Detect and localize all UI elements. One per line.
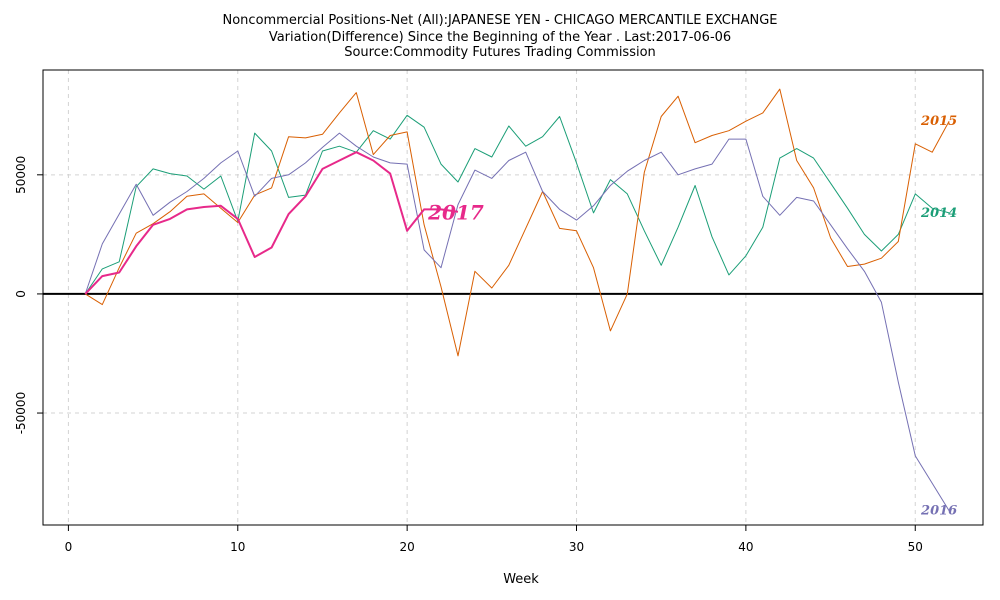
series-label-2016: 2016 (920, 504, 957, 519)
plot-frame (42, 69, 984, 526)
y-tick-label-0: -50000 (14, 392, 28, 435)
series-line-2017 (84, 151, 459, 295)
x-tick-label-3: 30 (569, 540, 584, 554)
x-tick-label-0: 0 (65, 540, 73, 554)
x-tick-label-1: 10 (230, 540, 245, 554)
x-tick-label-2: 20 (400, 540, 415, 554)
series-label-2014: 2014 (920, 206, 957, 221)
series-line-2015 (85, 88, 950, 357)
x-axis-title: Week (503, 572, 539, 587)
x-tick-label-4: 40 (738, 540, 753, 554)
chart-subtitle: Variation(Difference) Since the Beginnin… (268, 30, 732, 45)
y-tick-label-2: 50000 (14, 156, 28, 194)
series-line-2016 (84, 132, 950, 511)
series-line-2014 (84, 114, 950, 295)
y-tick-label-1: 0 (14, 290, 28, 298)
series-label-2015: 2015 (920, 114, 957, 129)
chart-title: Noncommercial Positions-Net (All):JAPANE… (222, 13, 778, 28)
chart-source: Source:Commodity Futures Trading Commiss… (344, 45, 656, 60)
x-tick-label-5: 50 (908, 540, 923, 554)
series-label-2017: 2017 (427, 201, 484, 225)
